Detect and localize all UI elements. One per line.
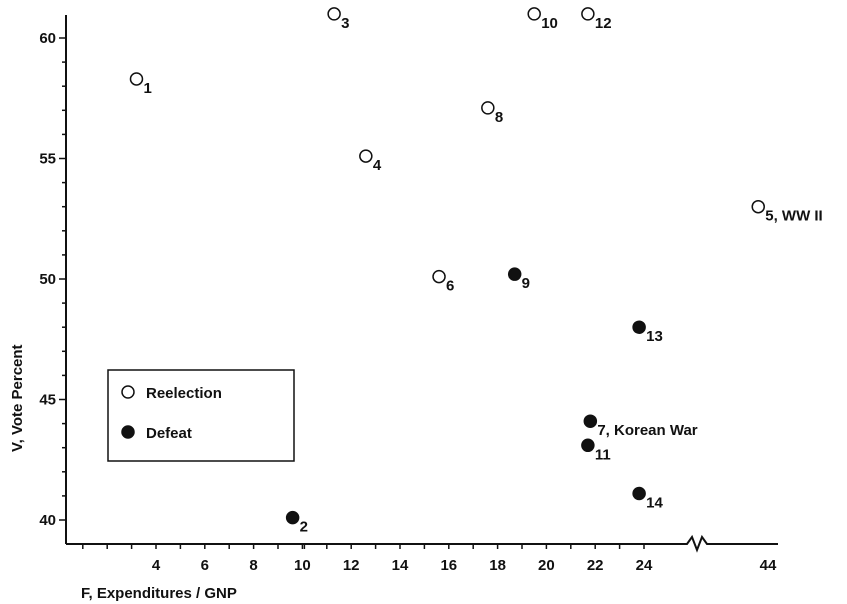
x-tick-label: 12 (343, 557, 360, 574)
x-tick-label: 4 (152, 557, 161, 574)
reelection-point (751, 199, 765, 214)
defeat-point (581, 438, 595, 453)
x-axis-title: F, Expenditures / GNP (81, 585, 237, 602)
y-tick-label: 50 (39, 271, 56, 288)
point-label: 1 (143, 80, 151, 97)
point-label: 5, WW II (765, 208, 823, 225)
point-label: 13 (646, 328, 663, 345)
x-tick-label: 18 (489, 557, 506, 574)
point-label: 14 (646, 494, 663, 511)
point-label: 6 (446, 278, 454, 295)
legend-defeat-marker (121, 425, 135, 439)
legend-box (107, 369, 295, 462)
reelection-point (527, 7, 541, 21)
y-tick-label: 40 (39, 512, 56, 529)
defeat-point (583, 414, 598, 428)
y-tick-label: 60 (39, 30, 56, 47)
reelection-point (129, 72, 144, 86)
point-label: 4 (373, 157, 382, 174)
y-axis-title: V, Vote Percent (9, 344, 26, 452)
x-tick-label: 16 (440, 557, 457, 574)
defeat-point (632, 486, 646, 501)
legend-defeat-label: Defeat (146, 425, 192, 442)
point-label: 2 (300, 519, 308, 536)
y-tick-label: 45 (39, 392, 56, 409)
x-tick-label: 14 (392, 557, 409, 574)
point-label: 7, Korean War (597, 422, 697, 439)
point-label: 10 (541, 15, 558, 32)
defeat-point (507, 267, 522, 281)
point-label: 9 (522, 275, 530, 292)
reelection-point (481, 101, 495, 115)
reelection-point (359, 149, 373, 163)
legend-reelection-label: Reelection (146, 385, 222, 402)
x-tick-label: 22 (587, 557, 604, 574)
reelection-point (432, 269, 446, 284)
defeat-point (285, 510, 300, 525)
defeat-point (632, 320, 646, 334)
x-axis-line (66, 534, 778, 553)
reelection-point (327, 7, 341, 21)
point-label: 3 (341, 15, 349, 32)
x-tick-label: 10 (294, 557, 311, 574)
x-tick-label: 8 (249, 557, 257, 574)
x-tick-label: 44 (760, 557, 777, 574)
x-tick-label: 24 (636, 557, 653, 574)
y-tick-label: 55 (39, 151, 56, 168)
point-label: 11 (595, 446, 611, 463)
reelection-point (581, 7, 595, 21)
point-label: 12 (595, 15, 612, 32)
legend: Reelection Defeat (107, 369, 295, 462)
x-tick-label: 20 (538, 557, 555, 574)
axes (65, 15, 778, 553)
legend-reelection-marker (121, 385, 135, 399)
x-tick-label: 6 (201, 557, 209, 574)
point-label: 8 (495, 109, 503, 126)
